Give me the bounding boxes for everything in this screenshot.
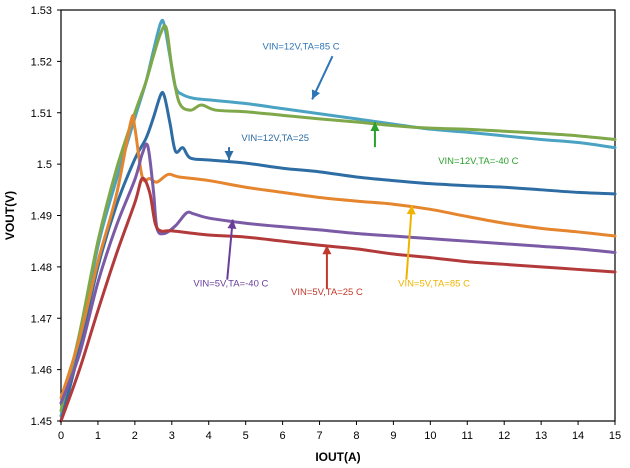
series-layer bbox=[59, 18, 617, 423]
x-tick-label-3: 3 bbox=[169, 430, 175, 442]
x-tick-label-12: 12 bbox=[498, 430, 510, 442]
annotation-label: VIN=12V,TA=85 C bbox=[263, 42, 340, 53]
annotation-label: VIN=12V,TA=25 bbox=[241, 133, 309, 144]
annotation-vin-12v-ta-25: VIN=12V,TA=25 bbox=[224, 133, 309, 161]
x-tick-label-8: 8 bbox=[353, 430, 359, 442]
y-axis-title: VOUT(V) bbox=[3, 191, 17, 240]
annotation-arrow-head bbox=[224, 151, 234, 161]
x-tick-label-13: 13 bbox=[535, 430, 547, 442]
annotation-vin-5v-ta-25-c: VIN=5V,TA=25 C bbox=[291, 245, 363, 298]
y-tick-label-1-5: 1.5 bbox=[37, 159, 52, 171]
annotation-layer: VIN=12V,TA=85 C VIN=12V,TA=-40 C VIN=12V,T… bbox=[193, 42, 518, 299]
annotation-arrow-head bbox=[370, 121, 380, 131]
series-line-vin-5v-ta-25-c bbox=[59, 176, 617, 423]
x-tick-label-0: 0 bbox=[58, 430, 64, 442]
y-tick-label-1-51: 1.51 bbox=[31, 108, 52, 120]
y-tick-label-1-48: 1.48 bbox=[31, 262, 52, 274]
annotation-vin-5v-ta-85-c: VIN=5V,TA=85 C bbox=[398, 205, 470, 289]
y-tick-label-1-47: 1.47 bbox=[31, 313, 52, 325]
y-tick-label-1-46: 1.46 bbox=[31, 365, 52, 377]
x-tick-label-11: 11 bbox=[462, 430, 473, 442]
annotation-vin-12v-ta-85-c: VIN=12V,TA=85 C bbox=[263, 42, 340, 100]
annotation-arrow-head bbox=[227, 219, 237, 229]
y-tick-label-1-53: 1.53 bbox=[31, 5, 52, 17]
x-tick-label-5: 5 bbox=[243, 430, 249, 442]
y-tick-label-1-45: 1.45 bbox=[31, 416, 52, 428]
annotation-label: VIN=5V,TA=25 C bbox=[291, 287, 363, 298]
x-axis: 0 1 2 3 4 5 6 7 8 9 10 11 12 13 14 15 bbox=[58, 421, 621, 442]
series-line-vin-12v-ta-25 bbox=[59, 90, 617, 423]
annotation-label: VIN=5V,TA=85 C bbox=[398, 278, 470, 289]
x-tick-label-9: 9 bbox=[390, 430, 396, 442]
annotation-label: VIN=5V,TA=-40 C bbox=[193, 278, 268, 289]
x-tick-label-4: 4 bbox=[206, 430, 212, 442]
annotation-vin-12v-ta-40-c: VIN=12V,TA=-40 C bbox=[370, 121, 519, 167]
x-tick-label-6: 6 bbox=[280, 430, 286, 442]
annotation-arrow-head bbox=[311, 89, 321, 100]
x-tick-label-1: 1 bbox=[95, 430, 101, 442]
y-tick-label-1-52: 1.52 bbox=[31, 56, 52, 68]
annotation-label: VIN=12V,TA=-40 C bbox=[438, 156, 518, 167]
x-axis-title: IOUT(A) bbox=[315, 450, 360, 464]
y-axis: 1.45 1.46 1.47 1.48 1.49 1.5 1.51 1.52 1.53 bbox=[31, 5, 61, 428]
x-tick-label-15: 15 bbox=[609, 430, 621, 442]
annotation-arrow-head bbox=[406, 205, 416, 215]
series-line-vin-5v-ta-40-c bbox=[59, 142, 617, 405]
x-tick-label-2: 2 bbox=[132, 430, 138, 442]
x-tick-label-7: 7 bbox=[316, 430, 322, 442]
x-tick-label-14: 14 bbox=[572, 430, 584, 442]
annotation-vin-5v-ta-40-c: VIN=5V,TA=-40 C bbox=[193, 219, 269, 289]
annotation-arrow-head bbox=[322, 245, 332, 255]
annotation-arrow-shaft bbox=[226, 219, 234, 280]
x-tick-label-10: 10 bbox=[424, 430, 436, 442]
annotation-arrow-shaft bbox=[405, 205, 413, 280]
y-tick-label-1-49: 1.49 bbox=[31, 211, 52, 223]
series-line-vin-5v-ta-85-c bbox=[59, 114, 617, 400]
